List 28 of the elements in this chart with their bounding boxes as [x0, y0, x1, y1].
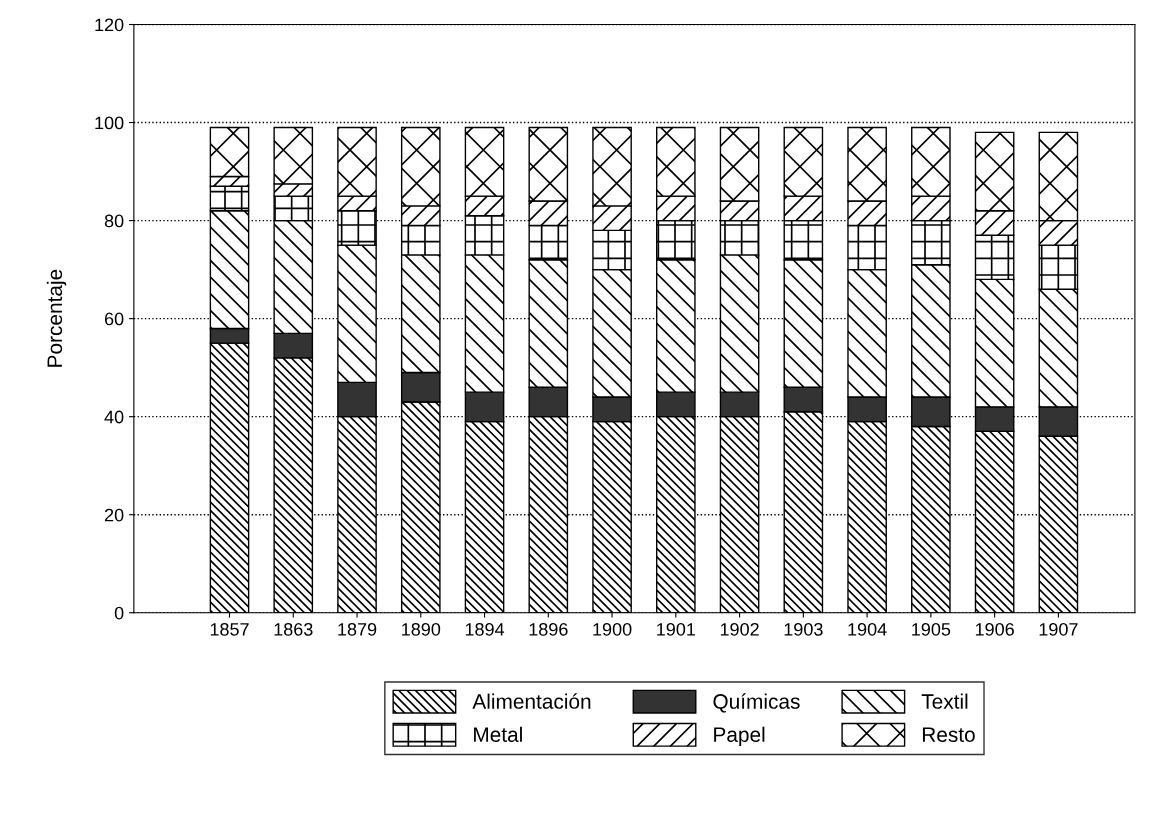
- x-tick-label: 1902: [720, 622, 759, 636]
- x-tick-label: 1863: [274, 622, 313, 636]
- x-tick-label: 1903: [784, 622, 823, 636]
- x-tick-label: 1905: [912, 622, 951, 636]
- y-axis-title: Porcentaje: [46, 269, 67, 367]
- legend-label: Químicas: [713, 693, 800, 713]
- y-tick-label: 20: [104, 508, 124, 522]
- x-tick-label: 1896: [529, 622, 568, 636]
- legend-label: Metal: [474, 726, 522, 742]
- legend-label: Resto: [922, 727, 975, 742]
- legend-label: Alimentación: [472, 693, 591, 709]
- x-tick-label: 1907: [1039, 622, 1078, 636]
- x-tick-label: 1857: [210, 622, 249, 636]
- x-tick-label: 1879: [338, 622, 377, 636]
- legend-label: Papel: [714, 726, 765, 747]
- y-tick-label: 120: [95, 18, 124, 32]
- x-tick-label: 1900: [593, 622, 632, 636]
- y-tick-label: 100: [95, 116, 124, 130]
- x-tick-label: 1904: [848, 622, 887, 636]
- y-tick-label: 60: [104, 312, 124, 326]
- x-tick-label: 1890: [402, 622, 441, 636]
- legend-label: Textil: [921, 693, 968, 709]
- x-tick-label: 1894: [465, 622, 505, 636]
- x-tick-label: 1901: [657, 622, 696, 636]
- y-tick-label: 0: [114, 606, 124, 620]
- y-tick-label: 80: [104, 214, 124, 228]
- y-tick-label: 40: [104, 410, 124, 424]
- x-tick-label: 1906: [975, 622, 1014, 636]
